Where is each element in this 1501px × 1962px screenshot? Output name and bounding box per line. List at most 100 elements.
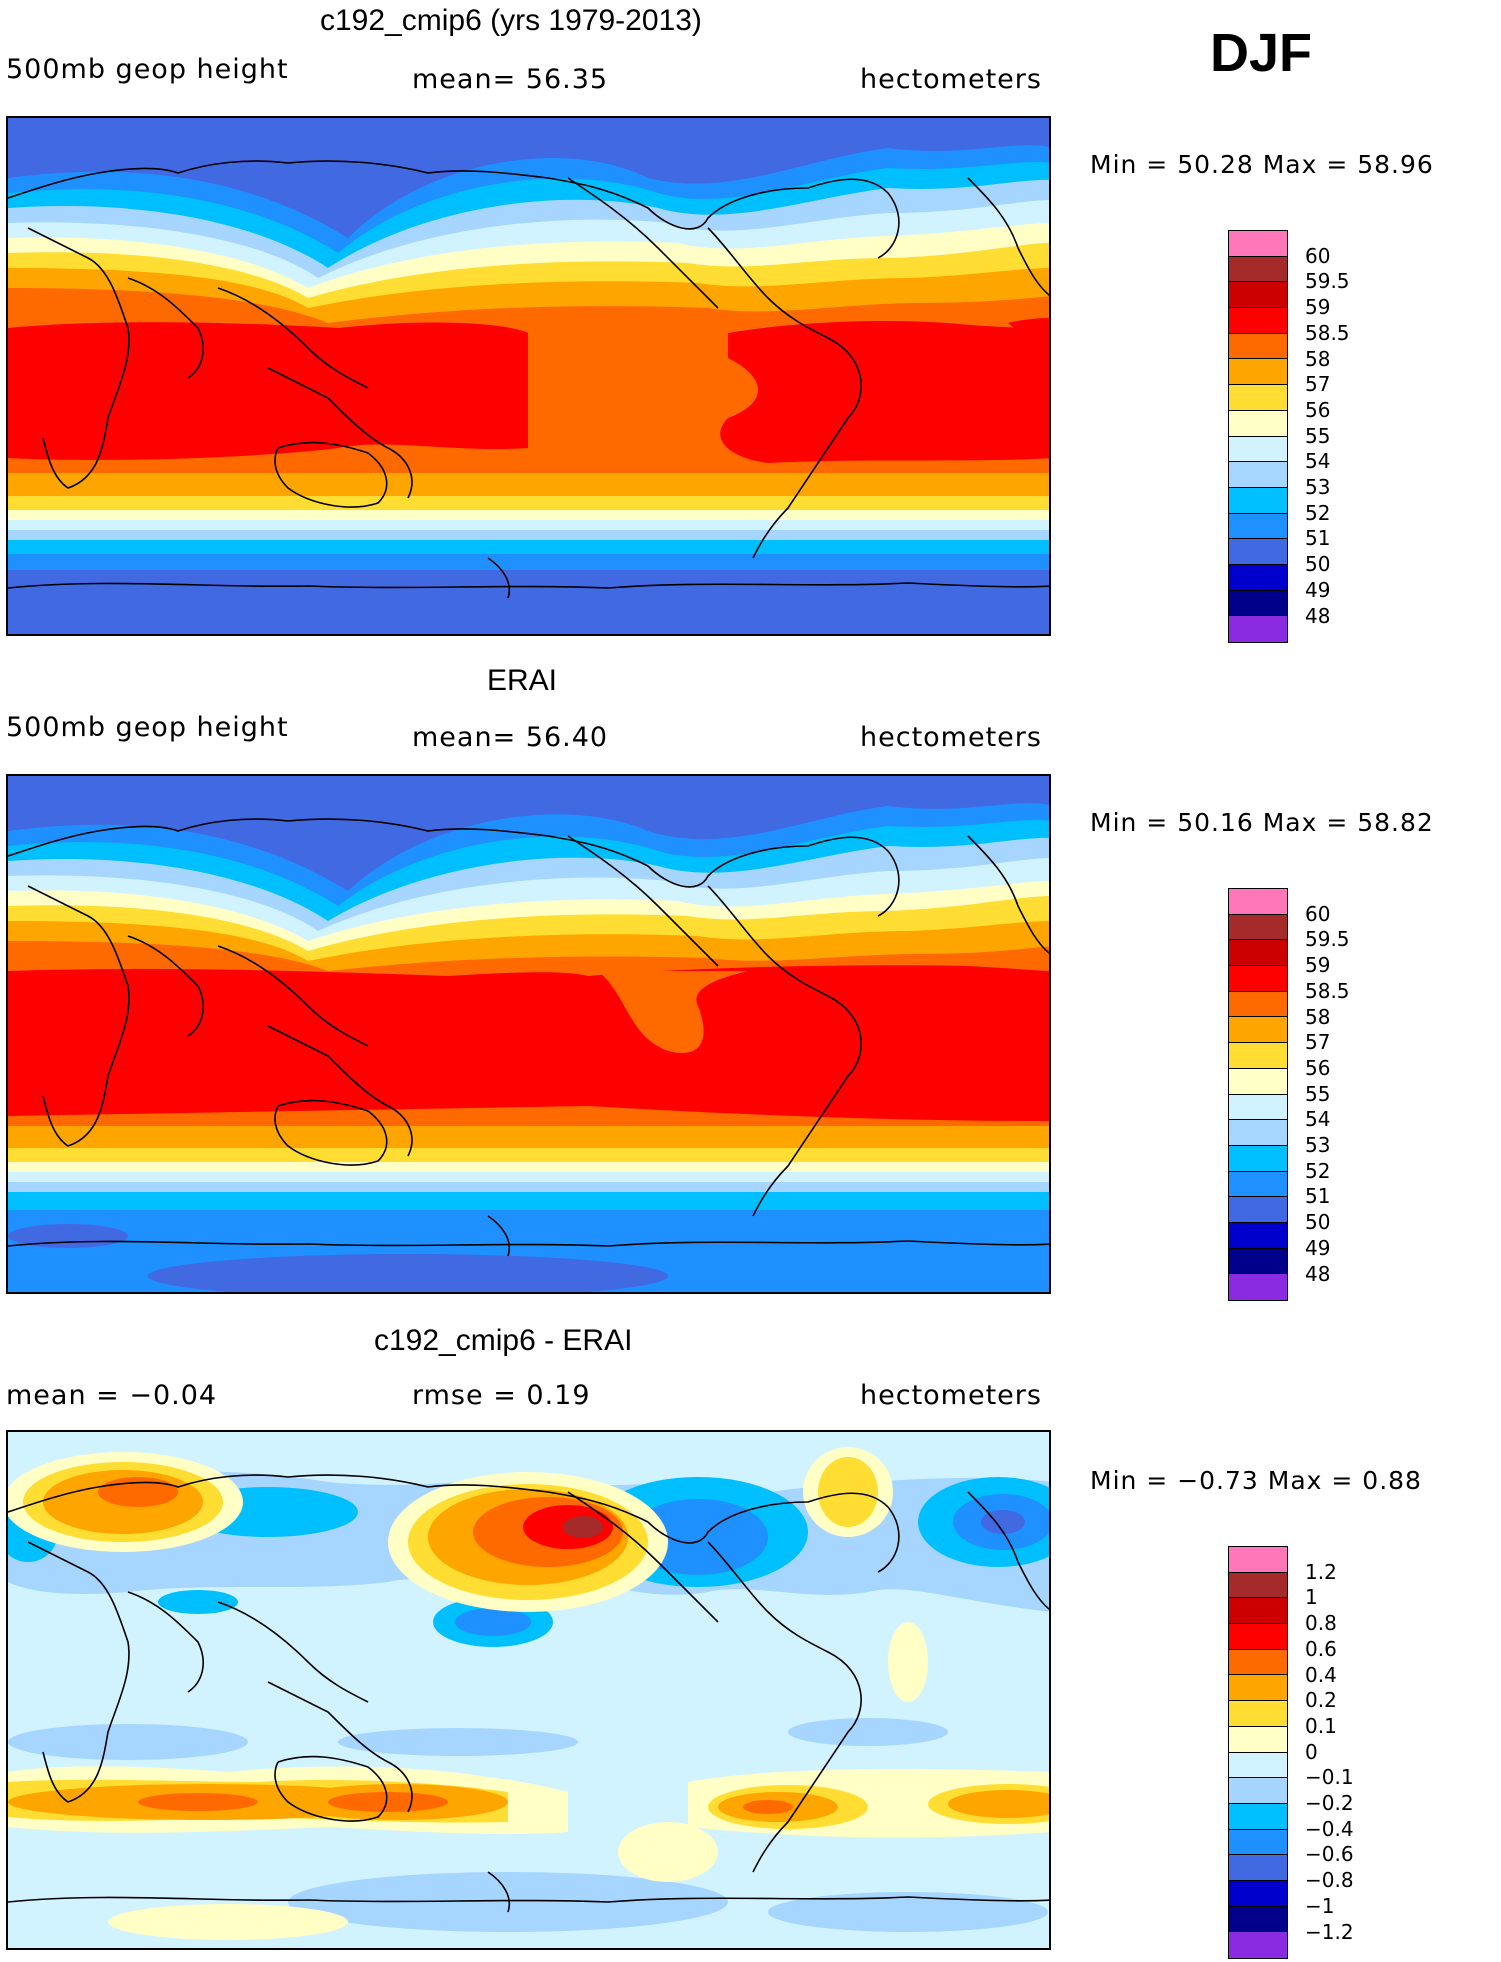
panel2-colorbar-label: 59.5 — [1305, 927, 1350, 952]
panel1-colorbar-label: 59.5 — [1305, 269, 1350, 294]
panel1-colorbar-label: 51 — [1305, 526, 1331, 551]
panel2-colorbar-label: 54 — [1305, 1107, 1331, 1132]
panel1-colorbar-swatch — [1229, 513, 1287, 540]
panel3-colorbar-swatch — [1229, 1906, 1287, 1933]
panel1-colorbar-swatch — [1229, 410, 1287, 437]
panel3-map — [6, 1430, 1051, 1950]
panel2-colorbar-swatch — [1229, 1171, 1287, 1198]
panel2-title: ERAI — [487, 664, 558, 697]
panel3-colorbar-swatch — [1229, 1855, 1287, 1881]
panel2-colorbar-swatch — [1229, 1017, 1287, 1044]
panel3-colorbar-swatch — [1229, 1701, 1287, 1727]
panel1-colorbar-swatch — [1229, 333, 1287, 360]
panel3-colorbar-label: 1.2 — [1305, 1559, 1337, 1584]
panel1-mean: mean= 56.35 — [412, 64, 609, 95]
panel1-colorbar-swatch — [1229, 539, 1287, 565]
panel3-colorbar-label: −1.2 — [1305, 1919, 1354, 1944]
panel2-colorbar-swatch — [1229, 1145, 1287, 1172]
panel3-title: c192_cmip6 - ERAI — [374, 1324, 633, 1357]
panel2-colorbar-label: 60 — [1305, 901, 1331, 926]
panel2-colorbar-swatch — [1229, 991, 1287, 1018]
panel3-colorbar-label: 0.8 — [1305, 1611, 1337, 1636]
panel2-colorbar-swatch — [1229, 1248, 1287, 1275]
panel3-colorbar-label: −0.6 — [1305, 1842, 1354, 1867]
panel3-colorbar-swatch — [1229, 1803, 1287, 1830]
panel2-map — [6, 774, 1051, 1294]
panel3-colorbar-swatch — [1229, 1829, 1287, 1856]
panel1-colorbar-swatch — [1229, 282, 1287, 309]
panel3-colorbar-label: 0 — [1305, 1739, 1318, 1764]
panel1-colorbar-swatch — [1229, 462, 1287, 488]
panel1-colorbar-label: 54 — [1305, 449, 1331, 474]
panel3-colorbar-swatch — [1229, 1675, 1287, 1702]
panel3-colorbar-swatch — [1229, 1778, 1287, 1804]
panel3-colorbar-label: −1 — [1305, 1893, 1335, 1918]
panel1-colorbar-label: 52 — [1305, 500, 1331, 525]
panel2-colorbar-label: 56 — [1305, 1055, 1331, 1080]
panel2-mean: mean= 56.40 — [412, 722, 609, 753]
panel1-colorbar-label: 59 — [1305, 295, 1331, 320]
panel2-colorbar-swatch — [1229, 1222, 1287, 1249]
panel1-title: c192_cmip6 (yrs 1979-2013) — [320, 4, 702, 37]
panel3-colorbar-label: −0.2 — [1305, 1791, 1354, 1815]
panel2-colorbar — [1228, 888, 1288, 1301]
panel1-colorbar-swatch — [1229, 616, 1287, 642]
panel3-minmax: Min = −0.73 Max = 0.88 — [1090, 1466, 1422, 1495]
panel1-colorbar-swatch — [1229, 590, 1287, 617]
panel3-colorbar — [1228, 1546, 1288, 1959]
panel3-units: hectometers — [860, 1380, 1042, 1411]
panel3-colorbar-label: −0.4 — [1305, 1816, 1354, 1841]
panel1-colorbar-label: 48 — [1305, 603, 1331, 628]
panel2-colorbar-label: 48 — [1305, 1261, 1331, 1286]
panel2-units: hectometers — [860, 722, 1042, 753]
panel3-colorbar-swatch — [1229, 1752, 1287, 1779]
panel1-colorbar-swatch — [1229, 487, 1287, 514]
panel2-colorbar-label: 59 — [1305, 953, 1331, 978]
panel2-colorbar-swatch — [1229, 914, 1287, 941]
panel1-colorbar-label: 58.5 — [1305, 320, 1350, 345]
panel2-colorbar-label: 55 — [1305, 1081, 1331, 1106]
panel3-colorbar-label: 1 — [1305, 1585, 1318, 1610]
panel1-colorbar-label: 56 — [1305, 397, 1331, 422]
panel1-map — [6, 116, 1051, 636]
panel1-colorbar-label: 53 — [1305, 475, 1331, 499]
panel2-colorbar-label: 49 — [1305, 1235, 1331, 1260]
panel1-colorbar-label: 50 — [1305, 552, 1331, 577]
panel1-variable: 500mb geop height — [6, 54, 289, 85]
panel2-colorbar-swatch — [1229, 1197, 1287, 1223]
panel3-colorbar-label: −0.8 — [1305, 1868, 1354, 1893]
panel3-colorbar-label: −0.1 — [1305, 1765, 1354, 1790]
panel3-colorbar-label: 0.6 — [1305, 1636, 1337, 1661]
panel2-colorbar-swatch — [1229, 1068, 1287, 1095]
panel2-colorbar-label: 57 — [1305, 1030, 1331, 1055]
panel2-colorbar-label: 50 — [1305, 1210, 1331, 1235]
panel2-colorbar-swatch — [1229, 1274, 1287, 1300]
panel2-colorbar-swatch — [1229, 1120, 1287, 1146]
panel1-units: hectometers — [860, 64, 1042, 95]
panel1-colorbar — [1228, 230, 1288, 643]
panel2-colorbar-label: 53 — [1305, 1133, 1331, 1157]
panel1-colorbar-swatch — [1229, 436, 1287, 463]
panel2-variable: 500mb geop height — [6, 712, 289, 743]
panel1-colorbar-label: 55 — [1305, 423, 1331, 448]
panel3-colorbar-label: 0.2 — [1305, 1688, 1337, 1713]
panel3-colorbar-swatch — [1229, 1624, 1287, 1650]
panel2-colorbar-swatch — [1229, 940, 1287, 967]
panel1-colorbar-swatch — [1229, 231, 1287, 257]
panel1-colorbar-label: 60 — [1305, 243, 1331, 268]
panel3-colorbar-swatch — [1229, 1880, 1287, 1907]
season-label: DJF — [1210, 23, 1313, 83]
panel3-mean: mean = −0.04 — [6, 1380, 218, 1411]
panel2-colorbar-swatch — [1229, 889, 1287, 915]
panel2-colorbar-swatch — [1229, 1094, 1287, 1121]
panel1-colorbar-swatch — [1229, 256, 1287, 283]
panel2-colorbar-label: 58.5 — [1305, 978, 1350, 1003]
panel1-colorbar-label: 58 — [1305, 346, 1331, 371]
panel2-colorbar-swatch — [1229, 1043, 1287, 1069]
panel2-minmax: Min = 50.16 Max = 58.82 — [1090, 808, 1434, 837]
panel1-colorbar-label: 49 — [1305, 577, 1331, 602]
panel1-colorbar-swatch — [1229, 308, 1287, 334]
panel2-colorbar-label: 52 — [1305, 1158, 1331, 1183]
panel3-colorbar-swatch — [1229, 1598, 1287, 1625]
panel1-minmax: Min = 50.28 Max = 58.96 — [1090, 150, 1434, 179]
